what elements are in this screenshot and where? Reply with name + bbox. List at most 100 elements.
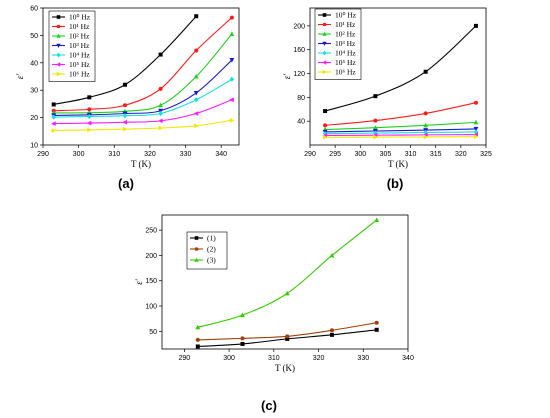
legend-marker-1 <box>194 247 199 251</box>
legend-label-2: (3) <box>207 256 216 265</box>
legend-marker-1 <box>56 24 61 29</box>
x-tick-label: 300 <box>73 151 85 158</box>
data-point-series-0 <box>87 95 92 100</box>
data-point-series-6 <box>229 117 235 123</box>
legend-marker-4 <box>322 50 327 56</box>
x-tick-label: 310 <box>108 151 120 158</box>
legend-marker-6 <box>56 71 61 77</box>
legend-label-5: 10⁵ Hz <box>69 60 90 69</box>
legend-label-4: 10⁴ Hz <box>335 49 356 58</box>
data-point-series-6 <box>158 125 164 131</box>
y-axis-label: ε' <box>282 73 292 80</box>
data-point-series-1 <box>240 336 245 341</box>
data-point-series-2 <box>193 73 199 79</box>
y-tick-label: 150 <box>145 278 157 285</box>
x-tick-label: 330 <box>180 151 192 158</box>
panel-label-1: (b) <box>387 176 404 191</box>
y-tick-label: 160 <box>293 47 305 54</box>
data-point-series-1 <box>473 100 478 105</box>
data-point-series-2 <box>473 119 479 125</box>
y-tick-label: 50 <box>149 329 157 336</box>
y-tick-label: 120 <box>293 71 305 78</box>
series-line-3 <box>53 59 233 116</box>
data-point-series-6 <box>122 126 128 132</box>
data-point-series-0 <box>194 14 199 19</box>
y-axis-label: ε' <box>15 73 25 80</box>
legend-box <box>48 10 96 82</box>
data-point-series-6 <box>194 123 199 129</box>
data-point-series-0 <box>374 327 379 332</box>
legend-label-3: 10³ Hz <box>69 41 90 50</box>
x-tick-label: 340 <box>402 355 414 362</box>
legend-marker-6 <box>322 69 327 75</box>
x-tick-label: 310 <box>405 151 417 158</box>
data-point-series-4 <box>122 113 128 119</box>
y-tick-label: 200 <box>145 253 157 260</box>
legend-label-1: 10¹ Hz <box>69 22 90 31</box>
legend-marker-2 <box>322 31 327 36</box>
data-point-series-5 <box>122 119 127 125</box>
data-point-series-4 <box>229 76 235 82</box>
data-point-series-2 <box>329 252 335 258</box>
data-point-series-1 <box>229 15 234 20</box>
data-point-series-2 <box>158 102 163 108</box>
plot-frame <box>161 214 409 350</box>
data-point-series-0 <box>285 336 290 341</box>
legend-label-2: 10² Hz <box>335 30 356 39</box>
legend-label-1: 10¹ Hz <box>335 20 356 29</box>
y-tick-label: 200 <box>293 23 305 30</box>
data-point-series-1 <box>423 111 428 116</box>
data-point-series-4 <box>158 110 163 117</box>
data-point-series-4 <box>51 114 56 120</box>
data-point-series-2 <box>374 217 380 223</box>
x-tick-label: 320 <box>455 151 467 158</box>
data-point-series-2 <box>284 290 290 296</box>
data-point-series-6 <box>87 127 92 133</box>
y-tick-label: 50 <box>30 33 38 40</box>
y-tick-label: 250 <box>145 228 157 235</box>
series-line-6 <box>53 119 232 132</box>
data-point-series-3 <box>229 58 235 63</box>
x-tick-label: 295 <box>329 151 341 158</box>
data-point-series-5 <box>158 118 163 124</box>
data-point-series-1 <box>87 107 92 112</box>
data-point-series-1 <box>329 328 334 333</box>
x-tick-label: 320 <box>144 151 156 158</box>
data-point-series-1 <box>374 320 379 325</box>
y-tick-label: 10 <box>30 143 38 150</box>
legend-label-4: 10⁴ Hz <box>69 51 90 60</box>
data-point-series-5 <box>86 120 92 126</box>
legend-marker-0 <box>56 15 61 19</box>
legend-label-2: 10² Hz <box>69 32 90 41</box>
legend-marker-2 <box>56 33 61 38</box>
legend-marker-3 <box>322 41 327 46</box>
chart-0: 290 300 310 320 330 340 10 20 30 40 50 60 T (K) ε' 10⁰… <box>15 6 240 191</box>
series-line-5 <box>325 134 476 137</box>
series-line-2 <box>53 33 233 114</box>
data-point-series-0 <box>195 344 200 349</box>
data-point-series-0 <box>323 109 328 114</box>
data-point-series-1 <box>195 337 200 342</box>
data-point-series-1 <box>158 86 163 91</box>
legend-marker-1 <box>322 22 327 27</box>
chart-1: 290 295 300 305 310 315 320 325 40 80 120 160 200 T (… <box>282 7 492 191</box>
data-point-series-5 <box>229 97 234 103</box>
x-tick-label: 330 <box>357 355 369 362</box>
series-line-1 <box>325 102 477 126</box>
x-tick-label: 290 <box>37 151 49 158</box>
legend-label-3: 10³ Hz <box>335 39 356 48</box>
x-tick-label: 300 <box>223 355 235 362</box>
legend-label-0: 10⁰ Hz <box>69 13 91 22</box>
x-tick-label: 310 <box>268 355 280 362</box>
y-tick-label: 40 <box>30 60 38 67</box>
y-tick-label: 30 <box>30 88 38 95</box>
y-tick-label: 100 <box>145 304 157 311</box>
data-point-series-2 <box>372 125 378 130</box>
data-point-series-2 <box>423 122 429 128</box>
data-point-series-0 <box>329 332 334 337</box>
panel-label-0: (a) <box>118 176 134 191</box>
x-tick-label: 290 <box>304 151 316 158</box>
data-point-series-1 <box>285 334 290 339</box>
data-point-series-0 <box>240 341 245 346</box>
